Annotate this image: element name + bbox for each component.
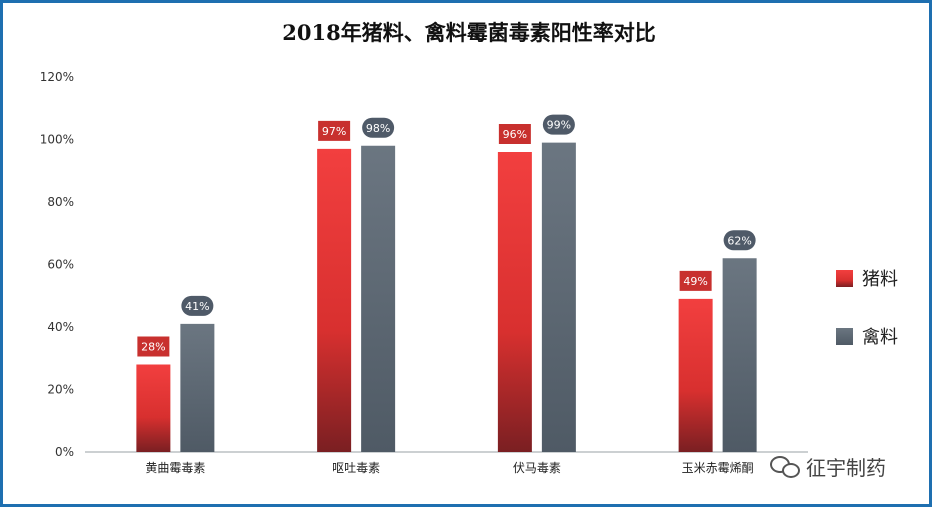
data-label: 98% bbox=[366, 122, 390, 135]
y-tick-label: 120% bbox=[40, 70, 74, 84]
bar bbox=[136, 364, 171, 452]
data-label-box bbox=[318, 120, 351, 141]
legend-label: 猪料 bbox=[862, 269, 898, 290]
data-label: 97% bbox=[322, 125, 346, 138]
x-tick-label: 呕吐毒素 bbox=[332, 461, 380, 475]
bar bbox=[722, 258, 757, 452]
data-label: 99% bbox=[547, 119, 571, 132]
bar bbox=[678, 298, 713, 452]
watermark: 征宇制药 bbox=[770, 452, 886, 481]
x-tick-label: 玉米赤霉烯酮 bbox=[682, 461, 754, 475]
data-label-box bbox=[498, 124, 531, 144]
data-label-box bbox=[181, 295, 214, 316]
data-label: 49% bbox=[683, 275, 707, 288]
data-label: 28% bbox=[141, 341, 165, 354]
wechat-icon bbox=[770, 455, 800, 478]
data-label-box bbox=[723, 230, 756, 251]
bar bbox=[361, 145, 396, 452]
bar bbox=[180, 323, 215, 452]
y-tick-label: 40% bbox=[47, 320, 74, 334]
y-tick-label: 0% bbox=[55, 445, 74, 459]
watermark-text: 征宇制药 bbox=[806, 456, 886, 480]
legend-swatch bbox=[836, 328, 853, 345]
y-tick-label: 20% bbox=[47, 383, 74, 397]
data-label-box bbox=[137, 336, 170, 357]
data-label: 96% bbox=[503, 128, 527, 141]
data-label: 62% bbox=[727, 234, 751, 247]
bar bbox=[317, 148, 352, 452]
bar bbox=[541, 142, 576, 452]
data-label-box bbox=[362, 117, 395, 138]
data-label-box bbox=[679, 270, 712, 291]
legend-label: 禽料 bbox=[862, 327, 898, 348]
data-label: 41% bbox=[185, 300, 209, 313]
y-tick-label: 80% bbox=[47, 195, 74, 209]
chart-title: 2018年猪料、禽料霉菌毒素阳性率对比 bbox=[282, 20, 656, 45]
x-tick-label: 黄曲霉毒素 bbox=[145, 461, 205, 475]
x-tick-label: 伏马毒素 bbox=[513, 461, 561, 475]
y-tick-label: 100% bbox=[40, 133, 74, 147]
y-tick-label: 60% bbox=[47, 258, 74, 272]
data-label-box bbox=[542, 114, 575, 135]
legend-swatch bbox=[836, 270, 853, 287]
bar bbox=[497, 152, 532, 452]
